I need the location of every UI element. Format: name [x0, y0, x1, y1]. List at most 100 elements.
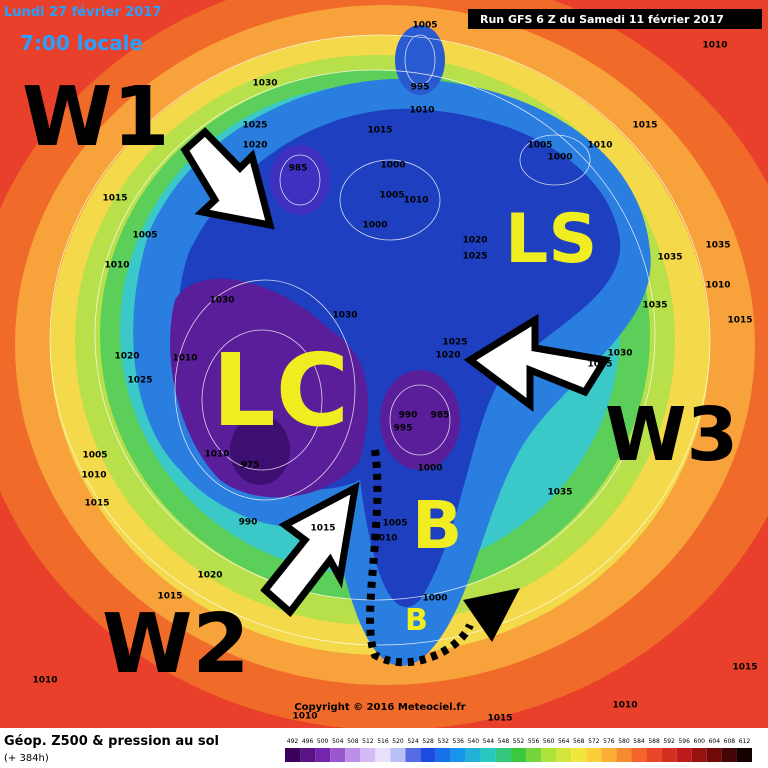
- pressure-label: 1005: [132, 231, 157, 241]
- pressure-label: 1000: [547, 153, 572, 163]
- scale-swatch: [616, 748, 632, 762]
- time: 7:00 locale: [20, 31, 143, 55]
- trajectory: [366, 449, 474, 667]
- pressure-label: 990: [399, 411, 418, 421]
- run: Run GFS 6 Z du Samedi 11 février 2017: [480, 13, 724, 26]
- scale-label: 552: [513, 738, 525, 745]
- pressure-label: 1015: [632, 121, 657, 131]
- scale-swatch: [571, 748, 587, 762]
- pressure-label: 1010: [612, 701, 637, 711]
- scale-label: 528: [422, 738, 434, 745]
- pressure-label: 1020: [242, 141, 267, 151]
- pressure-label: 1010: [172, 354, 197, 364]
- annotations: W1 LS LC W3 B W2 B: [22, 70, 738, 692]
- scale-label: 504: [332, 738, 344, 745]
- scale-swatch: [435, 748, 451, 762]
- pressure-label: 1025: [127, 376, 152, 386]
- pressure-label: 985: [289, 164, 308, 174]
- pressure-label: 1015: [732, 663, 757, 673]
- annotation: LS: [505, 200, 597, 279]
- scale-label: 548: [498, 738, 510, 745]
- scale-label: 580: [618, 738, 630, 745]
- scale-swatch: [450, 748, 466, 762]
- scale-label: 556: [528, 738, 540, 745]
- pressure-label: 1030: [332, 311, 357, 321]
- pressure-label: 1010: [81, 471, 106, 481]
- pressure-label: 1025: [442, 338, 467, 348]
- scale-label: 572: [588, 738, 600, 745]
- pressure-label: 1025: [462, 252, 487, 262]
- scale-swatch: [315, 748, 331, 762]
- scale-label: 512: [362, 738, 374, 745]
- pressure-label: 1015: [157, 592, 182, 602]
- scale-label: 496: [302, 738, 314, 745]
- scale-swatch: [586, 748, 602, 762]
- pressure-label: 1030: [252, 79, 277, 89]
- pressure-label: 1010: [104, 261, 129, 271]
- pressure-label: 1030: [209, 296, 234, 306]
- scale-swatch: [285, 748, 301, 762]
- scale-swatch: [510, 748, 527, 762]
- scale-swatch: [736, 748, 752, 762]
- scale-swatch: [300, 748, 316, 762]
- annotation: B: [405, 603, 428, 638]
- pressure-label: 1035: [587, 360, 612, 370]
- arrow-w1: [180, 127, 275, 230]
- pressure-label: 1010: [204, 450, 229, 460]
- scale-label: 540: [468, 738, 480, 745]
- scale-label: 508: [347, 738, 359, 745]
- scale-label: 604: [709, 738, 721, 745]
- pressure-label: 1035: [642, 301, 667, 311]
- run-box: [468, 9, 762, 29]
- pressure-label: 1035: [705, 241, 730, 251]
- pressure-label: 1010: [702, 41, 727, 51]
- pressure-label: 1005: [527, 141, 552, 151]
- scale-swatch: [646, 748, 662, 762]
- scale-label: 576: [603, 738, 615, 745]
- pressure-label: 1020: [435, 351, 460, 361]
- scale-label: 520: [392, 738, 404, 745]
- pressure-label: 1015: [84, 499, 109, 509]
- pressure-label: 1005: [382, 519, 407, 529]
- pressure-label: 1000: [422, 594, 447, 604]
- scale-swatch: [330, 748, 346, 762]
- pressure-label: 1030: [607, 349, 632, 359]
- pressure-label: 1020: [197, 571, 222, 581]
- scale-label: 536: [453, 738, 465, 745]
- scale-label: 596: [678, 738, 690, 745]
- pressure-label: 975: [241, 461, 260, 471]
- pressure-label: 1010: [409, 106, 434, 116]
- scale-label: 564: [558, 738, 570, 745]
- scale-label: 560: [543, 738, 555, 745]
- scale-label: 524: [407, 738, 419, 745]
- pressure-label: 1015: [102, 194, 127, 204]
- pressure-label: 1015: [367, 126, 392, 136]
- scale-label: 492: [287, 738, 299, 745]
- pressure-label: 1035: [547, 488, 572, 498]
- footer-subtitle: (+ 384h): [4, 753, 49, 764]
- scale-swatch: [420, 748, 436, 762]
- scale-label: 500: [317, 738, 329, 745]
- scale-label: 600: [694, 738, 706, 745]
- scale-swatch: [541, 748, 557, 762]
- scale-swatch: [526, 748, 542, 762]
- pressure-label: 995: [394, 424, 413, 434]
- date: Lundi 27 février 2017: [4, 5, 161, 20]
- scale-label: 568: [573, 738, 585, 745]
- scale-label: 612: [739, 738, 751, 745]
- scale-swatch: [661, 748, 677, 762]
- pressure-label: 1025: [242, 121, 267, 131]
- annotation: W2: [102, 597, 250, 692]
- scale-swatch: [390, 748, 406, 762]
- pressure-label: 1000: [362, 221, 387, 231]
- pressure-label: 1010: [587, 141, 612, 151]
- scale-swatch: [345, 748, 361, 762]
- scale-swatch: [631, 748, 647, 762]
- scale-label: 584: [633, 738, 645, 745]
- scale-label: 532: [437, 738, 449, 745]
- scale-swatch: [691, 748, 707, 762]
- pressure-label: 1020: [114, 352, 139, 362]
- pressure-label: 1015: [310, 524, 335, 534]
- pressure-label: 1020: [462, 236, 487, 246]
- scale-label: 592: [663, 738, 675, 745]
